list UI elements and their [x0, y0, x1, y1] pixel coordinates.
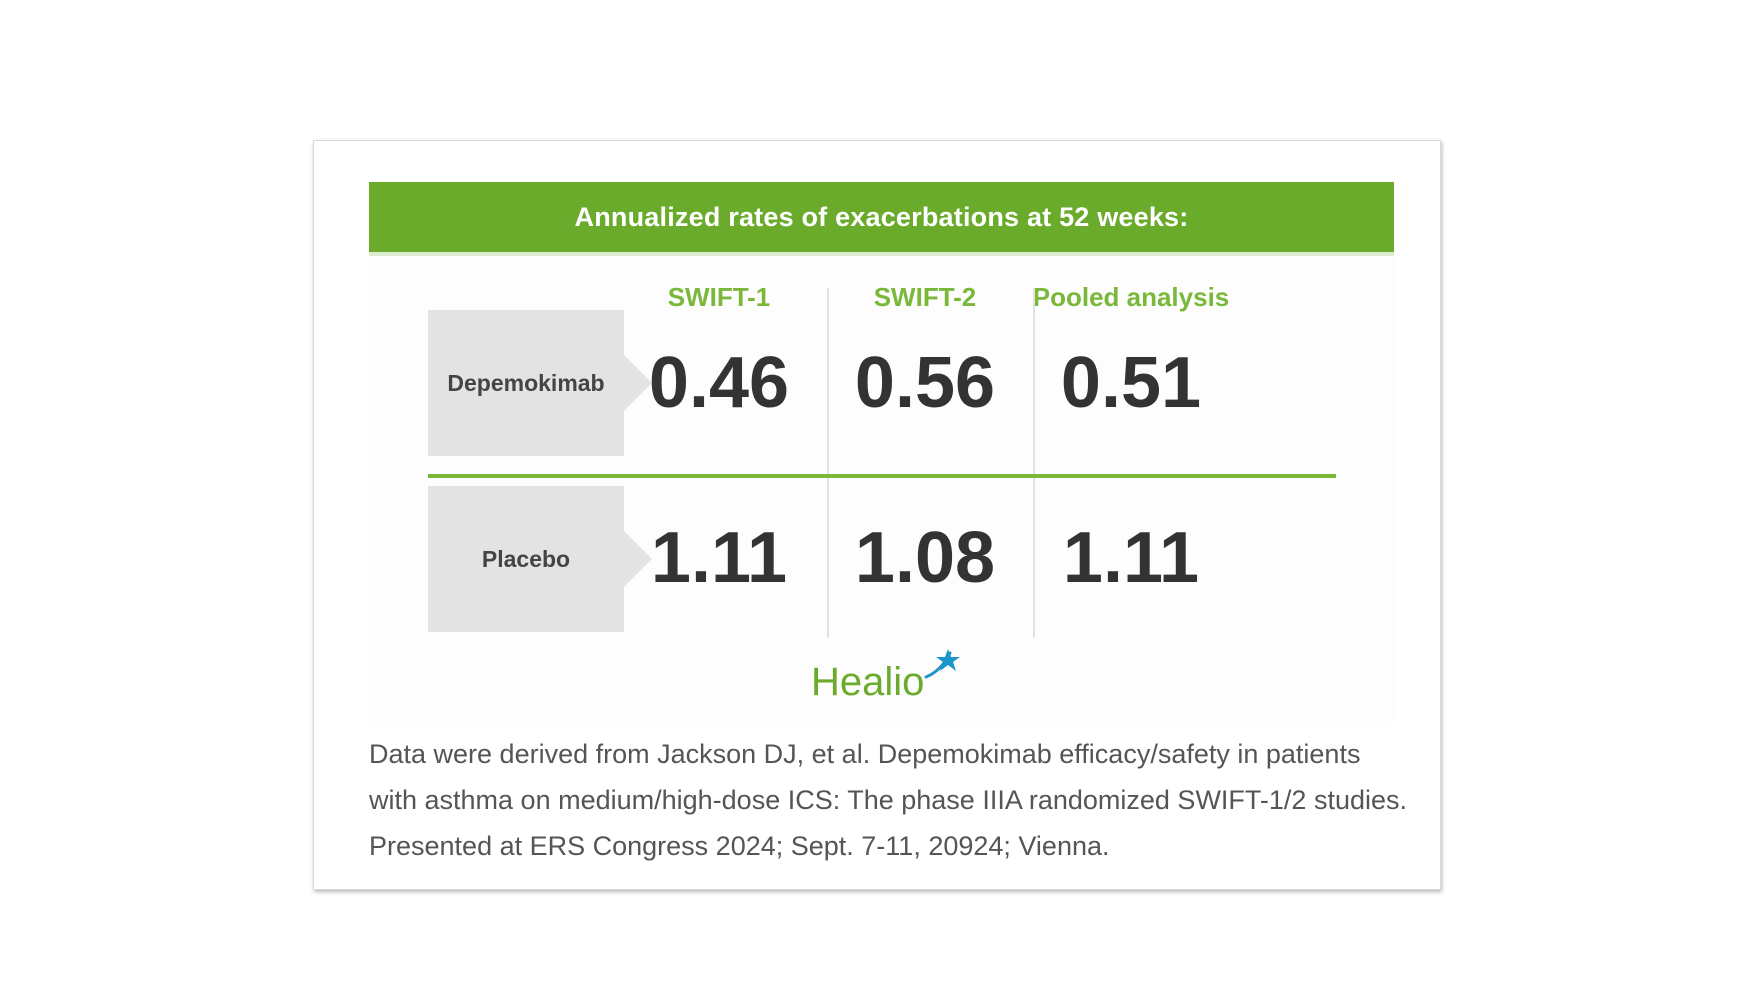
- row-divider: [428, 474, 1336, 478]
- chart-title: Annualized rates of exacerbations at 52 …: [574, 201, 1189, 232]
- infographic-card: Annualized rates of exacerbations at 52 …: [313, 140, 1441, 890]
- title-banner: Annualized rates of exacerbations at 52 …: [369, 182, 1394, 256]
- column-divider: [1033, 288, 1035, 638]
- value-placebo-swift-2: 1.08: [854, 518, 996, 598]
- value-placebo-swift-1: 1.11: [650, 518, 788, 598]
- logo-text: Healio: [811, 660, 925, 704]
- source-citation: Data were derived from Jackson DJ, et al…: [369, 739, 1407, 861]
- column-header-swift-1: SWIFT-1: [667, 282, 771, 312]
- value-depemokimab-pooled: 0.51: [1060, 343, 1202, 423]
- row-label-placebo: Placebo: [428, 486, 652, 632]
- column-divider: [827, 288, 829, 638]
- value-depemokimab-swift-1: 0.46: [648, 343, 790, 423]
- row-label-depemokimab: Depemokimab: [428, 310, 652, 456]
- column-header-pooled-analysis: Pooled analysis: [1032, 282, 1230, 312]
- column-header-swift-2: SWIFT-2: [873, 282, 977, 312]
- star-logo-icon: [922, 647, 962, 688]
- row-label-text: Depemokimab: [447, 369, 605, 396]
- value-placebo-pooled: 1.11: [1062, 518, 1200, 598]
- healio-logo: Healio: [811, 642, 962, 702]
- infographic-table: Annualized rates of exacerbations at 52 …: [369, 182, 1394, 722]
- row-label-text: Placebo: [481, 545, 571, 572]
- value-depemokimab-swift-2: 0.56: [854, 343, 996, 423]
